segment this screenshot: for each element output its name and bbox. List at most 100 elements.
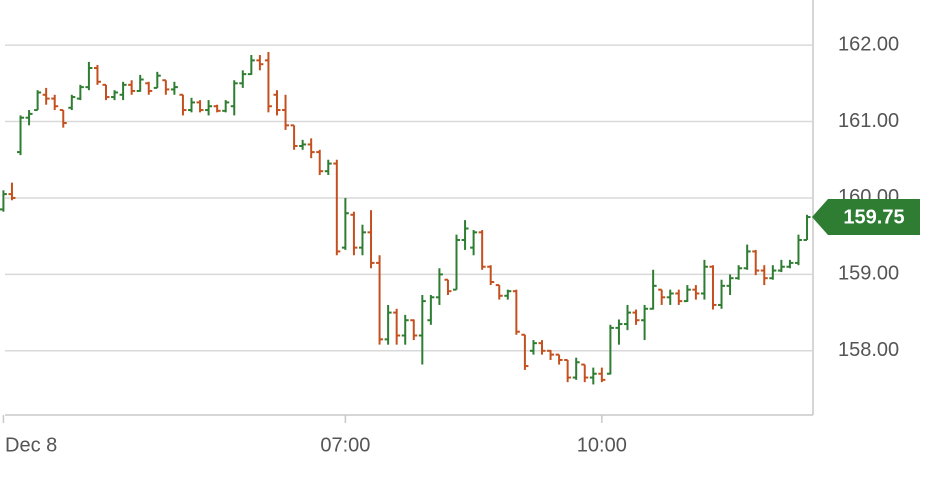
ohlc-bar [512,289,520,335]
ohlc-bar [333,159,341,256]
ohlc-bar [128,80,136,95]
ohlc-bar [769,265,777,280]
ohlc-bar [367,210,375,269]
ohlc-bar [307,138,315,159]
ohlc-bar [598,367,606,383]
ohlc-bar [786,259,794,269]
last-price-label: 159.75 [843,206,904,228]
ohlc-bar [752,249,760,276]
ohlc-bar [25,110,33,126]
ohlc-bar [393,308,401,345]
y-tick-label: 162.00 [838,33,899,55]
ohlc-bar [68,94,76,111]
ohlc-bar [213,104,221,113]
y-tick-label: 161.00 [838,110,899,132]
ohlc-bar [589,367,597,385]
ohlc-bar [410,319,418,341]
ohlc-bar [384,304,392,345]
ohlc-bar [632,309,640,325]
ohlc-bar [700,259,708,300]
ohlc-bar [153,71,161,89]
ohlc-bar [93,64,101,85]
ohlc-bar [196,100,204,113]
y-tick-label: 159.00 [838,263,899,285]
ohlc-bar [675,289,683,305]
ohlc-bar [290,124,298,150]
ohlc-bar [658,288,666,305]
ohlc-bar [427,295,435,325]
ohlc-bar [222,100,230,113]
ohlc-bar [743,244,751,270]
ohlc-bar [51,94,59,111]
ohlc-bar [735,265,743,280]
ohlc-bar [59,109,67,128]
ohlc-bar [136,74,144,92]
ohlc-bar [529,340,537,355]
ohlc-bar [76,84,84,101]
ohlc-bar [461,220,469,250]
ohlc-bar [324,159,332,176]
ohlc-bar [581,363,589,383]
ohlc-bar [230,80,238,116]
ohlc-bar [453,234,461,291]
ohlc-bar [299,139,307,150]
ohlc-bar [170,81,178,95]
ohlc-bar [162,79,170,95]
ohlc-bar [34,90,42,112]
ohlc-bar [666,289,674,305]
ohlc-bar [341,197,349,250]
ohlc-bar [504,289,512,300]
ohlc-bar [615,319,623,345]
ohlc-bar [777,259,785,273]
ohlc-bar [478,230,486,270]
x-tick-label: 07:00 [320,434,370,456]
ohlc-bar [623,304,631,331]
ohlc-bar [718,279,726,309]
ohlc-bar [572,357,580,380]
ohlc-bar [316,149,324,176]
ohlc-bar [247,55,255,76]
ohlc-bar [350,211,358,256]
ohlc-bar [692,285,700,300]
ohlc-bar [239,70,247,88]
ohlc-bar [145,81,153,95]
ohlc-bar [376,255,384,345]
ohlc-bar [709,265,717,310]
ohlc-bar [641,304,649,341]
ohlc-bar [726,274,734,296]
ohlc-bar [401,314,409,345]
ohlc-bar [179,93,187,116]
ohlc-bar [487,265,495,286]
ohlc-bar [256,55,264,71]
ohlc-bar [282,94,290,130]
ohlc-bar [521,333,529,370]
ohlc-bar [803,214,811,241]
ohlc-bar [760,265,768,286]
ohlc-bar [495,284,503,300]
ohlc-bar [111,90,119,101]
ohlc-bar [42,87,50,105]
ohlc-bar [119,81,127,101]
y-tick-label: 158.00 [838,339,899,361]
ohlc-bar [418,295,426,365]
ohlc-bar [358,224,366,256]
ohlc-bar [102,83,110,101]
ohlc-bar [649,269,657,310]
ohlc-bar [17,115,25,156]
last-price-flag [812,199,920,236]
ohlc-bar [538,340,546,355]
ohlc-bar [444,278,452,296]
ohlc-bar [187,97,195,113]
ohlc-bar [8,182,16,201]
ohlc-bar [435,268,443,305]
ohlc-bar [85,61,93,91]
ohlc-bar [794,234,802,266]
ohlc-bar [606,324,614,375]
ohlc-bar [555,353,563,365]
ohlc-bar [273,90,281,116]
ohlc-bar [264,51,272,113]
ohlc-bar [683,285,691,303]
ohlc-bar [0,190,7,212]
ohlc-bar [205,100,213,116]
ohlc-bar [564,358,572,383]
